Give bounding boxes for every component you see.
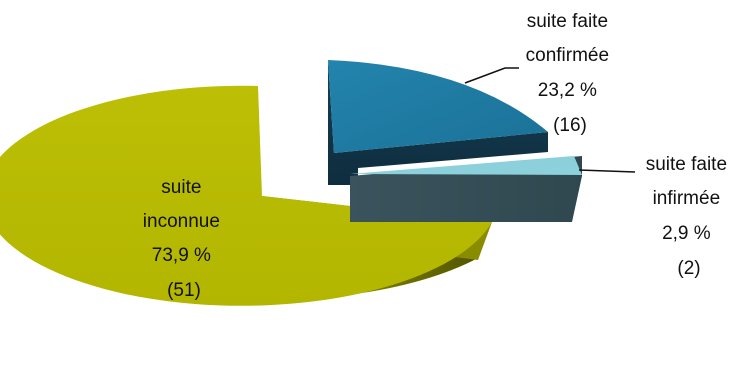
leader-line-suite-faite-infirmee bbox=[578, 169, 636, 173]
slice-label-suite-faite-infirmee: suite faite infirmée 2,9 % (2) bbox=[646, 154, 733, 279]
slice-group-suite-faite-infirmee bbox=[350, 156, 582, 222]
slice-label-suite-faite-confirmee: suite faite confirmée 23,2 % (16) bbox=[526, 11, 615, 136]
slice-side-suite-faite-confirmee bbox=[328, 60, 548, 185]
leader-line-suite-faite-confirmee bbox=[464, 67, 519, 84]
slice-suite-faite-infirmee bbox=[350, 156, 582, 175]
slice-suite-inconnue bbox=[0, 85, 492, 306]
slice-group-suite-faite-confirmee bbox=[328, 60, 548, 185]
slice-label-suite-inconnue: suite inconnue 73,9 % (51) bbox=[143, 177, 225, 301]
slice-group-suite-inconnue bbox=[0, 85, 492, 306]
slice-suite-faite-confirmee bbox=[328, 60, 548, 153]
